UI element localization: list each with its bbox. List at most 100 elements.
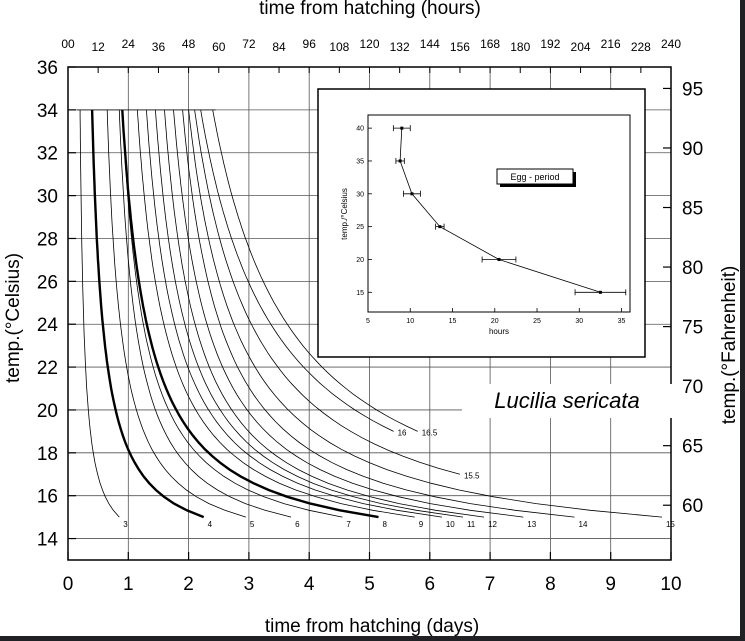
y-tick-label: 16 [37,487,58,508]
y-tick-label: 36 [37,58,58,79]
inset-y-tick-label: 35 [356,158,364,165]
curve-9 [136,109,415,518]
y-tick-label: 28 [37,229,58,250]
inset-y-tick-label: 30 [356,191,364,198]
species-label: Lucilia sericata [494,388,640,413]
curve-label: 5 [250,520,255,529]
x-top-tick-label: 204 [571,40,591,54]
inset-x-tick-label: 30 [575,318,583,325]
curve-15 [188,109,663,518]
inset-data-point [598,290,602,294]
x-top-tick-label: 96 [303,37,317,51]
inset-x-tick-label: 10 [406,318,414,325]
y-tick-label: 30 [37,187,58,208]
inset-y-tick-label: 15 [356,290,364,297]
curve-label: 16.5 [422,428,438,437]
curve-14 [182,109,575,518]
inset-series-line [399,128,601,293]
x-tick-label: 7 [485,574,496,595]
x-tick-label: 6 [425,574,436,595]
inset-x-tick-label: 5 [366,318,370,325]
x-top-tick-label: 180 [510,40,530,54]
x-tick-label: 1 [123,574,134,595]
x-top-tick-label: 132 [390,40,410,54]
x-tick-label: 10 [660,574,681,595]
inset-x-tick-label: 15 [449,318,457,325]
curve-label: 11 [467,520,476,529]
right-edge-strip [740,0,745,641]
x-axis-title-bottom: time from hatching (days) [265,616,479,637]
curve-label: 15.5 [464,471,480,480]
curve-label: 8 [383,520,388,529]
curve-4 [90,109,205,519]
x-top-tick-label: 84 [272,40,286,54]
y-right-tick-label: 95 [682,79,703,100]
inset-y-tick-label: 25 [356,224,364,231]
y-axis-title-left: temp.(°Celsius) [3,253,24,383]
x-top-tick-label: 156 [450,40,470,54]
x-top-tick-label: 144 [420,37,440,51]
x-top-tick-label: 00 [61,37,75,51]
inset-frame [317,88,646,358]
x-axis-title-top: time from hatching (hours) [259,0,481,19]
x-tick-label: 5 [364,574,375,595]
curve-label: 12 [488,520,497,529]
inset-data-point [410,192,414,196]
x-top-tick-label: 24 [122,37,136,51]
inset-x-tick-label: 35 [618,318,626,325]
x-top-tick-label: 228 [631,40,651,54]
x-tick-label: 9 [605,574,616,595]
inset-y-axis-title: temp./°Celsius [340,188,349,240]
x-tick-label: 4 [304,574,315,595]
y-tick-label: 32 [37,144,58,165]
curve-label: 16 [398,428,407,437]
curve-label: 4 [208,520,213,529]
y-tick-label: 24 [37,315,59,336]
x-top-tick-label: 192 [540,37,560,51]
x-top-tick-label: 72 [242,37,256,51]
curve-10 [146,109,442,518]
curve-label: 10 [446,520,455,529]
inset-series [392,125,627,296]
inset-x-axis-title: hours [489,327,509,336]
curve-11 [155,109,464,518]
inset-x-tick-label: 25 [533,318,541,325]
y-tick-label: 26 [37,272,58,293]
curve-13 [173,109,524,518]
y-right-tick-label: 60 [682,496,703,517]
x-tick-label: 0 [63,574,74,595]
legend-box [496,168,574,185]
inset-data-point [400,126,404,130]
curve-label: 14 [579,520,588,529]
inset-data-point [438,225,442,229]
inset-chart: 5 10 15 20 25 30 35 15 20 25 30 35 40 Egg - period h… [317,88,646,358]
curve-label: 6 [295,520,300,529]
y-axis-title-right: temp.(°Fahrenheit) [719,266,740,425]
inset-ticks: 5 10 15 20 25 30 35 15 20 25 30 35 40 [356,126,625,325]
y-tick-label: 22 [37,358,58,379]
x-top-tick-label: 36 [152,40,166,54]
bottom-edge-strip [0,636,745,641]
curves [77,109,663,519]
inset-y-tick-label: 20 [356,257,364,264]
curve-label: 13 [527,520,536,529]
y-right-tick-label: 75 [682,318,703,339]
x-top-tick-label: 60 [212,40,226,54]
y-tick-label: 34 [37,101,59,122]
species-label-bg [462,384,672,418]
curve-label: 3 [123,520,128,529]
inset-data-point [398,159,402,163]
y-right-tick-label: 80 [682,258,703,279]
inset-x-tick-label: 20 [491,318,499,325]
x-top-tick-label: 120 [359,37,379,51]
x-tick-label: 8 [545,574,556,595]
legend-label: Egg - period [510,172,559,182]
curve-8 [121,109,379,519]
curve-12 [164,109,485,518]
y-tick-label: 18 [37,444,58,465]
inset-data-point [497,257,501,261]
curve-15-5 [194,109,461,475]
curve-label: 9 [419,520,424,529]
